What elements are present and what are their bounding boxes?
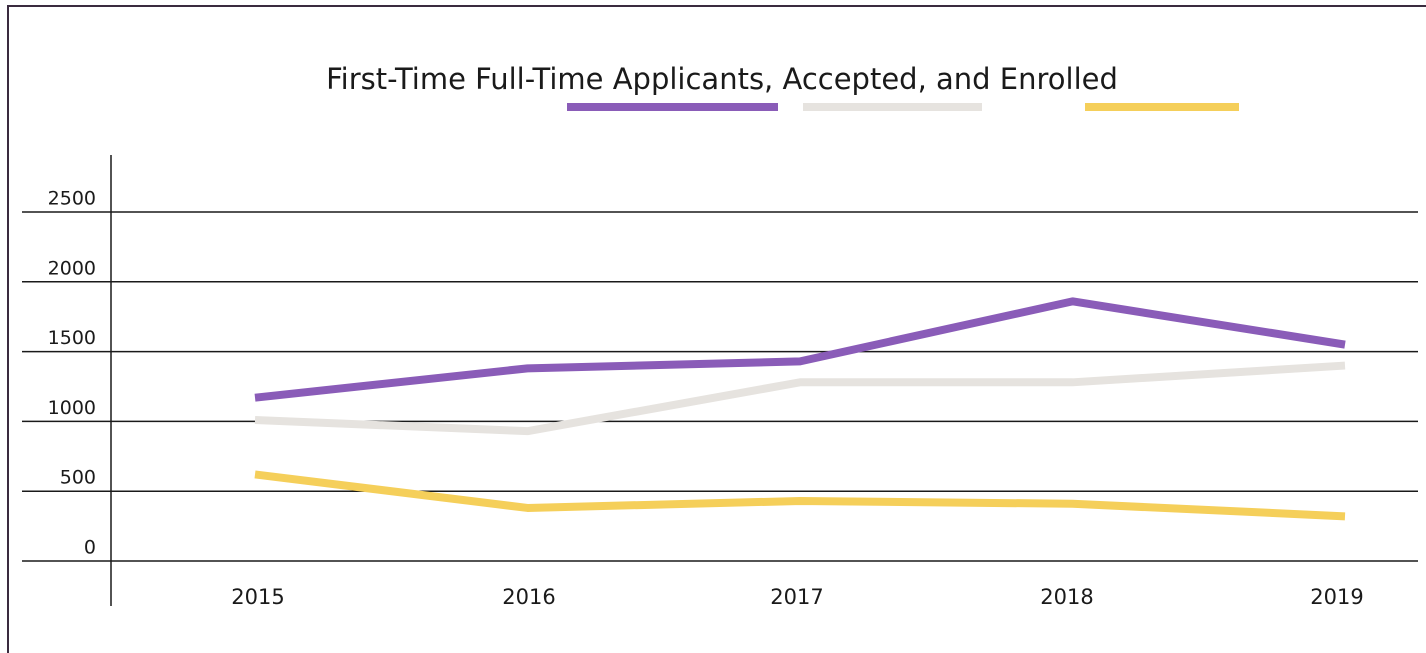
y-tick-label: 2500 xyxy=(48,188,96,210)
series-line xyxy=(254,470,1346,521)
chart-title: First-Time Full-Time Applicants, Accepte… xyxy=(326,62,1118,96)
x-tick-label: 2019 xyxy=(1310,585,1363,609)
series-line xyxy=(254,297,1346,402)
y-tick-label: 0 xyxy=(84,537,96,559)
y-tick-label: 1500 xyxy=(48,327,96,349)
y-tick-label: 2000 xyxy=(48,257,96,279)
x-tick-label: 2017 xyxy=(770,585,823,609)
x-tick-label: 2018 xyxy=(1040,585,1093,609)
y-tick-label: 1000 xyxy=(48,397,96,419)
x-tick-label: 2015 xyxy=(231,585,284,609)
frame xyxy=(7,5,1426,653)
x-tick-label: 2016 xyxy=(502,585,555,609)
y-tick-label: 500 xyxy=(60,467,96,489)
series-line xyxy=(254,361,1346,436)
